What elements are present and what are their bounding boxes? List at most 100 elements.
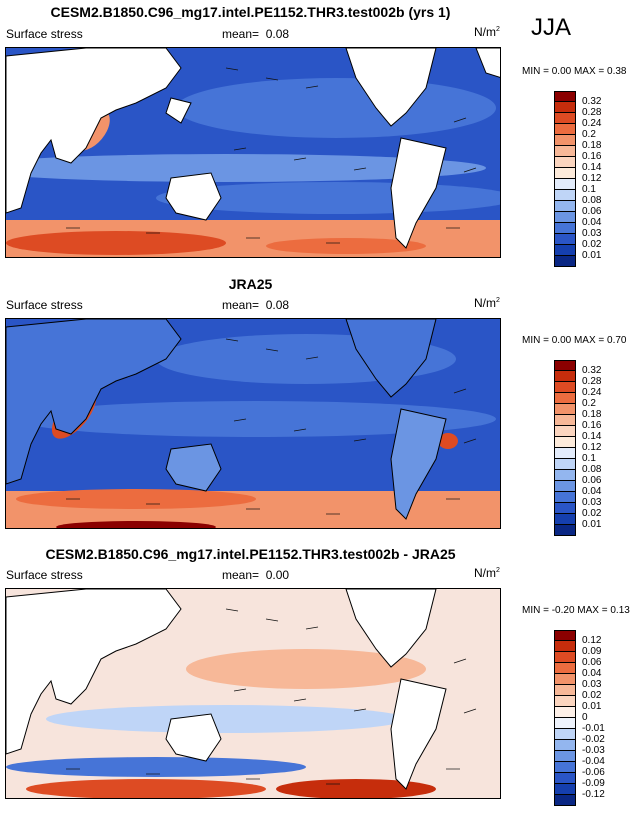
cbar-1-label: 0.04 (582, 217, 602, 228)
map-1-south-america (390, 137, 447, 249)
cbar-3-label: 0.01 (582, 701, 602, 712)
cbar-3-label: -0.01 (582, 723, 605, 734)
cbar-2-bin-3 (554, 393, 576, 404)
cbar-2-label: 0.16 (582, 420, 602, 431)
cbar-2-bin-7 (554, 437, 576, 448)
map-2-field-trades (16, 401, 496, 437)
panel-1-title: CESM2.B1850.C96_mg17.intel.PE1152.THR3.t… (50, 4, 451, 20)
panel-3-map (5, 588, 501, 799)
panel-1-units-exp: 2 (496, 26, 500, 33)
map-1-north-america (345, 48, 437, 127)
map-3-field-so-pos (26, 779, 266, 798)
cbar-1-label: 0.18 (582, 140, 602, 151)
panel-2-map-svg (6, 319, 500, 528)
cbar-3-label: -0.09 (582, 778, 605, 789)
cbar-3-bin-12 (554, 762, 576, 773)
cbar-2-bin-15 (554, 525, 576, 536)
cbar-1-label: 0.06 (582, 206, 602, 217)
cbar-3-bin-13 (554, 773, 576, 784)
cbar-3-label: -0.06 (582, 767, 605, 778)
panel-1-map-svg (6, 48, 500, 257)
cbar-2-label: 0.32 (582, 365, 602, 376)
cbar-1-bin-0 (554, 91, 576, 102)
panel-3-colorbar (554, 630, 576, 806)
cbar-1-bin-12 (554, 223, 576, 234)
map-2-field-brazil (438, 433, 458, 449)
cbar-3-label: 0.02 (582, 690, 602, 701)
cbar-2-label: 0.04 (582, 486, 602, 497)
panel-2-mean: mean= 0.08 (222, 298, 289, 312)
cbar-3-bin-2 (554, 652, 576, 663)
cbar-2-bin-8 (554, 448, 576, 459)
cbar-1-bin-3 (554, 124, 576, 135)
panel-1-minmax: MIN = 0.00 MAX = 0.38 (522, 66, 627, 77)
panel-2-title: JRA25 (228, 276, 273, 292)
cbar-1-bin-1 (554, 102, 576, 113)
cbar-3-bin-7 (554, 707, 576, 718)
map-1-field-so-max (6, 231, 226, 255)
panel-1-units-text: N/m (474, 25, 496, 39)
map-3-field-trades (46, 705, 406, 733)
panel-1-map (5, 47, 501, 258)
cbar-3-bin-3 (554, 663, 576, 674)
panel-2-mean-value: 0.08 (265, 298, 290, 312)
cbar-3-label: 0.09 (582, 646, 602, 657)
map-3-south-america (390, 678, 447, 790)
panel-3-units: N/m2 (474, 566, 500, 580)
map-1-europe (475, 48, 500, 78)
map-1-field-trades (6, 154, 486, 182)
panel-3-units-exp: 2 (496, 567, 500, 574)
panel-2-variable: Surface stress (6, 298, 83, 312)
panel-1-mean-label: mean= (222, 27, 260, 41)
cbar-3-label: 0.04 (582, 668, 602, 679)
cbar-2-label: 0.24 (582, 387, 602, 398)
cbar-1-label: 0.24 (582, 118, 602, 129)
map-2-africa-eurasia (6, 319, 182, 485)
panel-2-mean-label: mean= (222, 298, 260, 312)
cbar-2-bin-13 (554, 503, 576, 514)
cbar-1-bin-14 (554, 245, 576, 256)
panel-1-mean-value: 0.08 (265, 27, 290, 41)
cbar-1-label: 0.12 (582, 173, 602, 184)
cbar-2-label: 0.18 (582, 409, 602, 420)
cbar-2-bin-12 (554, 492, 576, 503)
cbar-1-label: 0.32 (582, 96, 602, 107)
cbar-1-bin-15 (554, 256, 576, 267)
map-3-field-so-neg (6, 757, 306, 777)
cbar-3-bin-9 (554, 729, 576, 740)
cbar-2-label: 0.08 (582, 464, 602, 475)
cbar-1-bin-9 (554, 190, 576, 201)
map-2-australia (165, 443, 222, 492)
cbar-3-bin-15 (554, 795, 576, 806)
cbar-3-bin-1 (554, 641, 576, 652)
panel-1-variable: Surface stress (6, 27, 83, 41)
map-2-north-america (345, 319, 437, 398)
map-3-field-so-pac (276, 779, 436, 798)
cbar-1-label: 0.03 (582, 228, 602, 239)
panel-1-mean: mean= 0.08 (222, 27, 289, 41)
map-1-wind-vectors (66, 67, 477, 244)
cbar-3-bin-8 (554, 718, 576, 729)
map-2-field-so-max (16, 489, 256, 509)
cbar-3-label: 0.06 (582, 657, 602, 668)
cbar-3-label: -0.02 (582, 734, 605, 745)
cbar-1-bin-6 (554, 157, 576, 168)
map-3-field-npac (186, 649, 426, 689)
cbar-3-bin-14 (554, 784, 576, 795)
cbar-1-bin-4 (554, 135, 576, 146)
cbar-2-label: 0.02 (582, 508, 602, 519)
cbar-3-bin-5 (554, 685, 576, 696)
panel-3-variable: Surface stress (6, 568, 83, 582)
panel-3-title: CESM2.B1850.C96_mg17.intel.PE1152.THR3.t… (45, 546, 456, 562)
panel-1-units: N/m2 (474, 25, 500, 39)
cbar-2-label: 0.03 (582, 497, 602, 508)
panel-2-units-exp: 2 (496, 297, 500, 304)
cbar-1-label: 0.28 (582, 107, 602, 118)
cbar-1-bin-8 (554, 179, 576, 190)
cbar-1-label: 0.2 (582, 129, 596, 140)
cbar-2-label: 0.01 (582, 519, 602, 530)
cbar-2-bin-11 (554, 481, 576, 492)
panel-3-mean-label: mean= (222, 568, 260, 582)
map-1-africa-eurasia (6, 48, 182, 214)
map-1-se-asia (165, 97, 192, 124)
